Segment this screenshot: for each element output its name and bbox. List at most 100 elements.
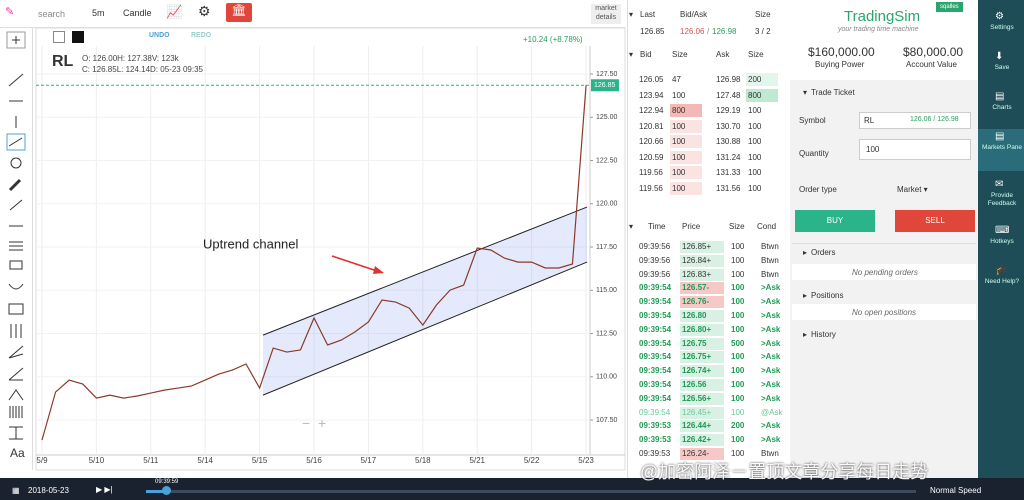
trade-cell: 09:39:54 [639, 366, 672, 376]
player-date[interactable]: 2018-05-23 [28, 486, 69, 495]
market-details[interactable]: market details [591, 4, 621, 24]
ohlc: C: 126.85L: 124.14D: 05-23 09:35 [82, 65, 203, 74]
sidebar-label[interactable]: Charts [992, 104, 1012, 111]
tool-bar [0, 28, 33, 470]
tagline: your trading time machine [838, 26, 919, 33]
x-tick-label: 5/10 [89, 456, 105, 465]
calendar-icon[interactable]: ▦ [12, 486, 20, 495]
angle-tool[interactable] [8, 367, 24, 381]
sidebar-icon[interactable]: ▤ [995, 131, 1005, 142]
play-button[interactable]: ▶ ▶| [96, 485, 113, 494]
buy-button[interactable]: BUY [795, 210, 875, 232]
trade-cell: >Ask [761, 352, 781, 362]
order-type[interactable]: Market ▾ [897, 185, 928, 194]
trade-cell: >Ask [761, 366, 781, 376]
sidebar-icon[interactable]: ⬇ [995, 51, 1004, 62]
fan-tool[interactable] [8, 345, 24, 359]
redo[interactable]: REDO [191, 32, 212, 39]
trade-cell: 09:39:53 [639, 421, 672, 431]
depth-cell: 100 [670, 150, 702, 164]
sidebar-label[interactable]: Hotkeys [990, 238, 1014, 245]
sidebar-label[interactable]: Save [994, 64, 1010, 71]
color-swatch[interactable] [72, 31, 84, 43]
undo[interactable]: UNDO [149, 32, 170, 39]
caret: ▾ [803, 88, 808, 97]
column-header: Last [640, 10, 656, 19]
arrow-head [373, 266, 384, 274]
sidebar-icon[interactable]: ✉ [995, 179, 1004, 190]
column-header: Size [755, 10, 771, 19]
sidebar-icon[interactable]: ⌨ [995, 225, 1010, 236]
sidebar-icon[interactable]: 🎓 [995, 265, 1008, 276]
trade-cell: 100 [731, 283, 745, 293]
brush-tool[interactable] [8, 178, 22, 192]
trade-cell: @Ask [761, 407, 783, 417]
sidebar-label[interactable]: Settings [990, 24, 1014, 31]
bank-button[interactable]: 🏛 [226, 3, 252, 22]
caret: ▸ [803, 291, 808, 300]
shape-tool[interactable] [10, 157, 22, 169]
progress-handle[interactable] [162, 486, 171, 495]
arc-tool[interactable] [8, 283, 24, 290]
sidebar-label[interactable]: Provide Feedback [987, 192, 1017, 207]
channel-tool[interactable] [6, 133, 26, 151]
column-header: Size [672, 50, 688, 59]
sidebar-label[interactable]: Need Help? [984, 278, 1020, 285]
sidebar-icon[interactable]: ⚙ [995, 11, 1004, 22]
section-title[interactable]: Orders [811, 248, 836, 257]
trade-cell: 100 [731, 324, 745, 334]
pattern-tool[interactable] [8, 389, 24, 401]
y-tick-label: 112.50 [596, 330, 617, 337]
trade-cell: 126.42+ [680, 434, 724, 447]
depth-cell: 200 [746, 73, 778, 86]
depth-cell: 800 [670, 104, 702, 117]
column-header: Time [648, 222, 666, 231]
symbol-input[interactable] [859, 112, 971, 129]
section-title[interactable]: Trade Ticket [811, 88, 855, 97]
list-area [792, 264, 976, 280]
indicator-button[interactable]: 📈 [166, 4, 183, 19]
sidebar-label[interactable]: Markets Pane [981, 144, 1023, 151]
speed[interactable]: Normal Speed [930, 486, 982, 495]
search[interactable]: search [38, 9, 66, 19]
trade-cell: >Ask [761, 324, 781, 334]
trade-cell: Btwn [761, 255, 779, 265]
quote: 126.06 / 126.98 [910, 116, 959, 123]
sidebar-icon[interactable]: ▤ [995, 91, 1005, 102]
trade-cell: 100 [731, 435, 745, 445]
y-tick-label: 122.50 [596, 157, 618, 164]
sell-button[interactable]: SELL [895, 210, 975, 232]
x-tick-label: 5/17 [361, 456, 377, 465]
trade-cell: 126.80+ [680, 323, 724, 336]
caret: ▾ [629, 222, 634, 231]
interval[interactable]: 5m [92, 8, 105, 18]
y-tick-label: 115.00 [596, 287, 617, 294]
cursor-tool[interactable] [6, 31, 26, 49]
zoom-controls[interactable]: − + [302, 415, 327, 431]
bars-tool[interactable] [9, 406, 23, 418]
label: Order type [799, 185, 837, 194]
trendline-tool[interactable] [8, 73, 24, 87]
chart: 5/9 5/10 5/11 5/14 5/15 5/16 5/17 5/18 5/21 5/22 5… [35, 27, 626, 471]
player-time: 09:39:59 [155, 479, 179, 485]
section-title[interactable]: History [811, 330, 836, 339]
ray-tool[interactable] [9, 199, 23, 211]
trade-cell: 09:39:54 [639, 311, 672, 320]
chart-style[interactable]: Candle [123, 8, 152, 18]
ruler-tool[interactable] [9, 260, 23, 270]
text-align-tool[interactable] [9, 426, 23, 440]
depth-cell: 100 [672, 90, 686, 100]
icon [8, 137, 23, 147]
text-tool[interactable]: Aa [10, 446, 25, 460]
quantity-input[interactable] [859, 139, 971, 160]
tool-icons [6, 31, 26, 440]
section-title[interactable]: Positions [811, 291, 844, 300]
tool-icon[interactable]: ✎ [5, 6, 15, 18]
settings-button[interactable]: ⚙ [198, 3, 211, 19]
fib-tool[interactable] [9, 241, 23, 251]
cycle-tool[interactable] [10, 324, 22, 338]
trade-cell: 09:39:56 [639, 242, 671, 251]
grid-tool[interactable] [8, 303, 24, 315]
color-swatch[interactable] [53, 31, 65, 43]
depth-cell: 130.88 [716, 137, 741, 146]
